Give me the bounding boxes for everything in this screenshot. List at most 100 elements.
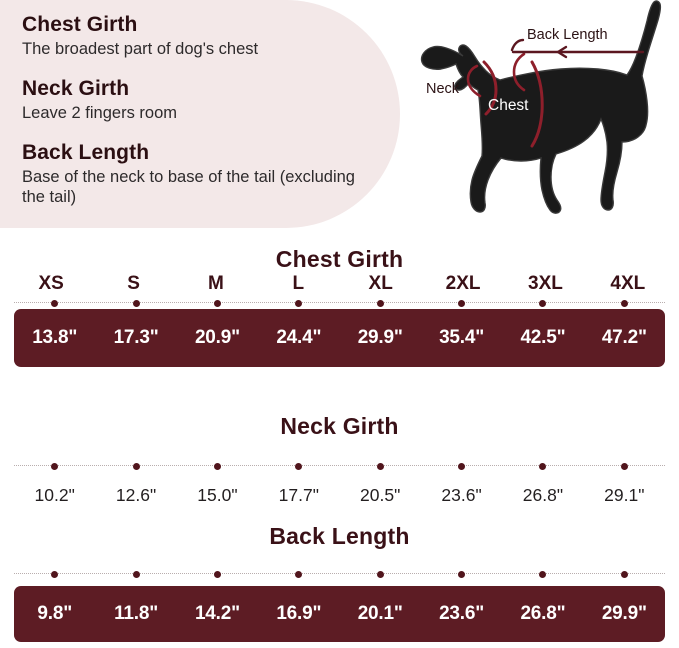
axis-dot-cell bbox=[95, 460, 176, 472]
axis-dot-icon bbox=[295, 462, 303, 470]
axis-line bbox=[14, 465, 665, 466]
axis-dot-icon bbox=[539, 570, 547, 578]
axis-dot-icon bbox=[51, 299, 59, 307]
neck-girth-value: 12.6" bbox=[115, 484, 157, 505]
chest-girth-axis bbox=[14, 297, 665, 309]
dog-diagram: Back Length Neck Chest bbox=[400, 0, 679, 236]
diagram-label-neck: Neck bbox=[426, 81, 460, 97]
axis-dot-cell bbox=[584, 460, 665, 472]
axis-dot-icon bbox=[132, 570, 140, 578]
back-length-value: 9.8" bbox=[37, 603, 72, 624]
axis-dot-cell bbox=[95, 297, 176, 309]
axis-dot-icon bbox=[132, 462, 140, 470]
axis-dot-icon bbox=[458, 570, 466, 578]
axis-dot-icon bbox=[132, 299, 140, 307]
axis-dot-cell bbox=[177, 297, 258, 309]
size-label: 4XL bbox=[610, 273, 646, 294]
header-section: Chest Girth The broadest part of dog's c… bbox=[0, 0, 679, 236]
chest-girth-value: 35.4" bbox=[439, 327, 485, 348]
axis-dot-cell bbox=[258, 297, 339, 309]
back-length-axis bbox=[14, 568, 665, 580]
neck-girth-section: Neck Girth 10.2" 12.6" 15.0" 17.7" 20.5"… bbox=[0, 415, 679, 520]
neck-girth-title: Neck Girth bbox=[280, 413, 399, 439]
neck-girth-value-row: 10.2" 12.6" 15.0" 17.7" 20.5" 23.6" 26.8… bbox=[14, 480, 665, 510]
axis-dot-cell bbox=[340, 460, 421, 472]
size-label: M bbox=[208, 273, 224, 294]
neck-girth-value: 10.2" bbox=[34, 484, 75, 505]
axis-dot-icon bbox=[51, 462, 59, 470]
size-label: XL bbox=[368, 273, 393, 294]
neck-girth-value: 15.0" bbox=[197, 484, 238, 505]
chest-girth-value: 47.2" bbox=[601, 327, 647, 348]
chest-girth-value: 13.8" bbox=[32, 327, 78, 348]
axis-dot-cell bbox=[421, 568, 502, 580]
axis-dot-icon bbox=[51, 570, 59, 578]
dog-silhouette-icon bbox=[420, 0, 662, 214]
definition-term: Back Length bbox=[22, 141, 150, 164]
chest-girth-value-bar: 13.8" 17.3" 20.9" 24.4" 29.9" 35.4" 42.5… bbox=[14, 309, 665, 367]
axis-line bbox=[14, 302, 665, 303]
axis-dot-icon bbox=[376, 462, 384, 470]
size-label: L bbox=[292, 273, 305, 294]
axis-dot-cell bbox=[14, 460, 95, 472]
axis-dot-icon bbox=[295, 570, 303, 578]
axis-dot-cell bbox=[502, 568, 583, 580]
neck-girth-value: 23.6" bbox=[441, 484, 482, 505]
definition-description: Leave 2 fingers room bbox=[22, 104, 178, 123]
size-label: 2XL bbox=[445, 273, 481, 294]
axis-dot-row bbox=[14, 568, 665, 580]
axis-dot-cell bbox=[258, 568, 339, 580]
definition-neck-girth: Neck Girth Leave 2 fingers room bbox=[22, 77, 178, 123]
back-length-title: Back Length bbox=[269, 523, 410, 549]
definition-chest-girth: Chest Girth The broadest part of dog's c… bbox=[22, 13, 259, 59]
axis-dot-icon bbox=[213, 462, 221, 470]
axis-dot-cell bbox=[95, 568, 176, 580]
axis-dot-icon bbox=[376, 299, 384, 307]
back-length-value: 23.6" bbox=[439, 603, 485, 624]
axis-dot-icon bbox=[458, 462, 466, 470]
axis-dot-cell bbox=[421, 297, 502, 309]
axis-dot-cell bbox=[340, 568, 421, 580]
axis-dot-icon bbox=[376, 570, 384, 578]
definition-description: The broadest part of dog's chest bbox=[22, 40, 259, 59]
diagram-label-back-length: Back Length bbox=[527, 27, 608, 43]
definition-back-length: Back Length Base of the neck to base of … bbox=[22, 141, 367, 207]
axis-dot-icon bbox=[213, 299, 221, 307]
axis-dot-cell bbox=[177, 568, 258, 580]
chest-girth-value: 17.3" bbox=[113, 327, 159, 348]
axis-dot-cell bbox=[258, 460, 339, 472]
back-length-value: 29.9" bbox=[601, 603, 647, 624]
size-label: XS bbox=[38, 273, 64, 294]
back-length-value-bar: 9.8" 11.8" 14.2" 16.9" 20.1" 23.6" 26.8"… bbox=[14, 586, 665, 642]
axis-dot-icon bbox=[620, 299, 628, 307]
chest-girth-value: 20.9" bbox=[194, 327, 240, 348]
axis-dot-cell bbox=[340, 297, 421, 309]
back-length-value: 16.9" bbox=[276, 603, 322, 624]
axis-dot-cell bbox=[421, 460, 502, 472]
size-label-row: XS S M L XL 2XL 3XL 4XL bbox=[0, 271, 679, 297]
chest-girth-value: 29.9" bbox=[357, 327, 403, 348]
neck-girth-value: 29.1" bbox=[604, 484, 645, 505]
axis-dot-cell bbox=[584, 297, 665, 309]
axis-dot-cell bbox=[502, 297, 583, 309]
size-label: 3XL bbox=[528, 273, 563, 294]
axis-dot-row bbox=[14, 460, 665, 472]
axis-dot-icon bbox=[620, 462, 628, 470]
axis-dot-icon bbox=[295, 299, 303, 307]
axis-dot-cell bbox=[14, 297, 95, 309]
axis-dot-icon bbox=[539, 462, 547, 470]
size-label: S bbox=[127, 273, 140, 294]
chest-girth-value: 24.4" bbox=[276, 327, 322, 348]
axis-dot-row bbox=[14, 297, 665, 309]
definition-term: Neck Girth bbox=[22, 77, 130, 100]
definitions-panel: Chest Girth The broadest part of dog's c… bbox=[0, 0, 400, 228]
neck-girth-axis bbox=[14, 460, 665, 472]
back-length-section: Back Length 9.8" 11.8" 14.2" 16.9" 20.1"… bbox=[0, 525, 679, 648]
axis-dot-cell bbox=[177, 460, 258, 472]
axis-dot-cell bbox=[14, 568, 95, 580]
diagram-label-chest: Chest bbox=[488, 97, 529, 114]
chest-girth-section: Chest Girth XS S M L XL 2XL 3XL 4XL 13.8… bbox=[0, 248, 679, 400]
back-length-value: 11.8" bbox=[114, 603, 159, 624]
back-length-value: 20.1" bbox=[357, 603, 403, 624]
back-length-value: 14.2" bbox=[194, 603, 240, 624]
